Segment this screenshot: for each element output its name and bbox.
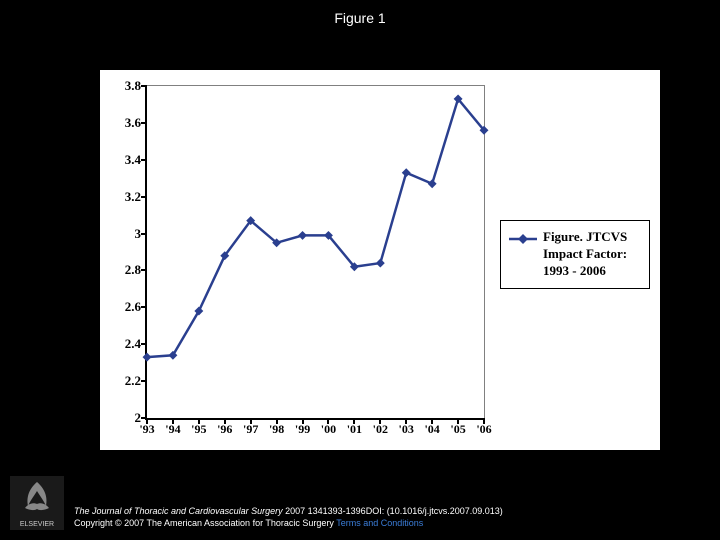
y-axis-label: 2.6 xyxy=(125,299,141,315)
legend-row: Figure. JTCVS Impact Factor: 1993 - 2006 xyxy=(509,229,641,280)
legend-label: Figure. JTCVS Impact Factor: 1993 - 2006 xyxy=(543,229,641,280)
data-marker-icon xyxy=(428,179,437,188)
x-tick-mark xyxy=(405,418,407,424)
x-tick-mark xyxy=(353,418,355,424)
x-tick-mark xyxy=(483,418,485,424)
data-marker-icon xyxy=(143,353,152,362)
x-axis-label: '93 xyxy=(139,422,154,437)
x-axis-label: '02 xyxy=(373,422,388,437)
y-axis-label: 3.2 xyxy=(125,189,141,205)
x-axis-label: '00 xyxy=(321,422,336,437)
y-axis-label: 3.4 xyxy=(125,152,141,168)
y-tick-mark xyxy=(141,159,147,161)
y-axis-label: 3.8 xyxy=(125,78,141,94)
footer-text-block: The Journal of Thoracic and Cardiovascul… xyxy=(74,505,503,530)
y-axis-label: 2.4 xyxy=(125,336,141,352)
citation-details: 2007 1341393-1396DOI: (10.1016/j.jtcvs.2… xyxy=(283,506,503,516)
chart-container: 22.22.42.62.833.23.43.63.8'93'94'95'96'9… xyxy=(100,70,660,450)
chart-legend: Figure. JTCVS Impact Factor: 1993 - 2006 xyxy=(500,220,650,289)
y-tick-mark xyxy=(141,122,147,124)
y-tick-mark xyxy=(141,233,147,235)
plot-region: 22.22.42.62.833.23.43.63.8'93'94'95'96'9… xyxy=(145,85,485,420)
x-tick-mark xyxy=(302,418,304,424)
x-tick-mark xyxy=(431,418,433,424)
x-tick-mark xyxy=(457,418,459,424)
x-tick-mark xyxy=(224,418,226,424)
journal-name: The Journal of Thoracic and Cardiovascul… xyxy=(74,506,283,516)
y-tick-mark xyxy=(141,306,147,308)
data-line xyxy=(147,99,484,357)
x-axis-label: '03 xyxy=(399,422,414,437)
y-tick-mark xyxy=(141,380,147,382)
x-axis-label: '06 xyxy=(476,422,491,437)
line-chart-svg xyxy=(147,86,484,418)
y-tick-mark xyxy=(141,196,147,198)
data-marker-icon xyxy=(298,231,307,240)
x-tick-mark xyxy=(327,418,329,424)
x-axis-label: '05 xyxy=(450,422,465,437)
y-tick-mark xyxy=(141,85,147,87)
x-axis-label: '94 xyxy=(165,422,180,437)
data-marker-icon xyxy=(402,168,411,177)
terms-link[interactable]: Terms and Conditions xyxy=(336,518,423,528)
x-axis-label: '96 xyxy=(217,422,232,437)
x-tick-mark xyxy=(146,418,148,424)
y-tick-mark xyxy=(141,269,147,271)
x-tick-mark xyxy=(276,418,278,424)
figure-title: Figure 1 xyxy=(0,10,720,26)
elsevier-logo-icon: ELSEVIER xyxy=(10,476,64,530)
x-tick-mark xyxy=(198,418,200,424)
x-tick-mark xyxy=(379,418,381,424)
x-axis-label: '99 xyxy=(295,422,310,437)
x-tick-mark xyxy=(250,418,252,424)
publisher-name: ELSEVIER xyxy=(20,521,54,528)
copyright-line: Copyright © 2007 The American Associatio… xyxy=(74,517,503,530)
y-axis-label: 2.2 xyxy=(125,373,141,389)
citation-line: The Journal of Thoracic and Cardiovascul… xyxy=(74,505,503,518)
legend-marker-icon xyxy=(509,233,537,245)
data-marker-icon xyxy=(376,259,385,268)
copyright-text: Copyright © 2007 The American Associatio… xyxy=(74,518,336,528)
x-axis-label: '95 xyxy=(191,422,206,437)
x-axis-label: '01 xyxy=(347,422,362,437)
x-axis-label: '97 xyxy=(243,422,258,437)
x-tick-mark xyxy=(172,418,174,424)
x-axis-label: '04 xyxy=(424,422,439,437)
y-axis-label: 3.6 xyxy=(125,115,141,131)
y-axis-label: 2.8 xyxy=(125,262,141,278)
slide-footer: ELSEVIER The Journal of Thoracic and Car… xyxy=(10,476,710,530)
x-axis-label: '98 xyxy=(269,422,284,437)
y-tick-mark xyxy=(141,343,147,345)
